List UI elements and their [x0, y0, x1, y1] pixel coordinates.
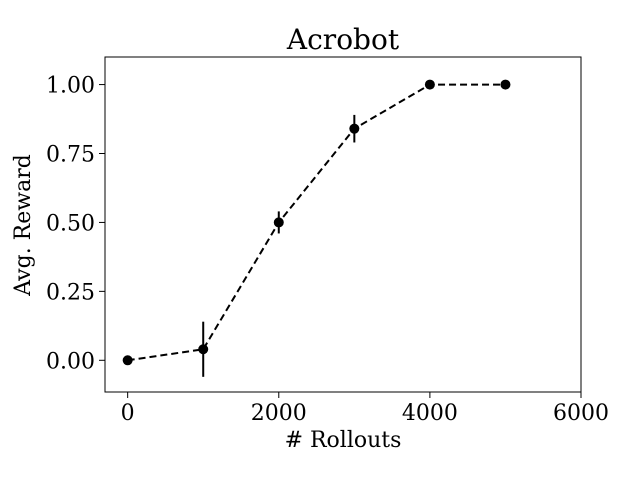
y-tick-label: 0.50	[46, 211, 95, 236]
y-tick-label: 1.00	[46, 74, 95, 99]
y-axis-label: Avg. Reward	[11, 154, 36, 297]
data-point	[122, 355, 133, 366]
x-axis-label: # Rollouts	[285, 428, 402, 453]
chart-title: Acrobot	[286, 23, 400, 56]
data-point	[349, 123, 360, 134]
y-axis: 0.00 0.25 0.50 0.75 1.00	[46, 74, 105, 374]
data-markers	[122, 79, 511, 366]
y-tick-label: 0.25	[46, 280, 95, 305]
x-axis: 0 2000 4000 6000	[121, 392, 609, 426]
series-line	[127, 83, 506, 362]
error-bars	[202, 114, 356, 377]
data-point	[424, 79, 435, 90]
x-tick-label: 2000	[251, 401, 307, 426]
x-tick-label: 6000	[553, 401, 609, 426]
y-tick-label: 0.00	[46, 349, 95, 374]
data-point	[500, 79, 511, 90]
plot-frame	[104, 56, 582, 393]
data-point	[198, 344, 209, 355]
x-tick-label: 0	[121, 401, 135, 426]
data-point	[273, 217, 284, 228]
y-tick-label: 0.75	[46, 143, 95, 168]
x-tick-label: 4000	[402, 401, 458, 426]
